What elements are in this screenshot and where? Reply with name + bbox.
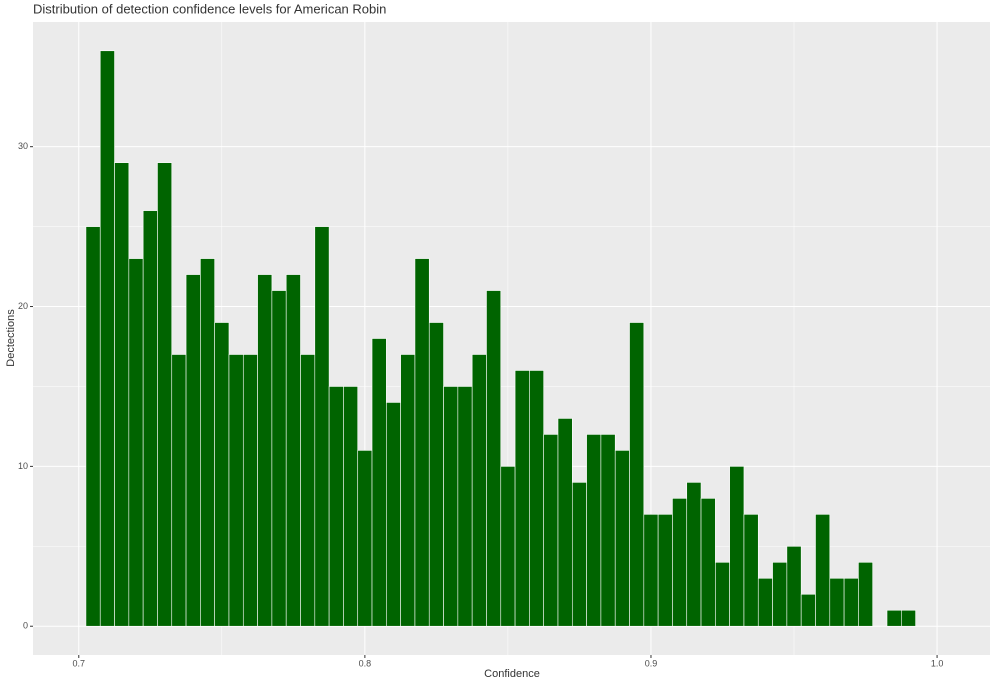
bar bbox=[514, 370, 530, 627]
bar bbox=[657, 514, 673, 627]
bar bbox=[357, 450, 373, 627]
bar bbox=[815, 514, 831, 627]
bar bbox=[228, 354, 244, 627]
bar bbox=[686, 482, 702, 627]
bar bbox=[772, 561, 788, 627]
bar bbox=[300, 354, 316, 627]
y-tick-label: 30 bbox=[18, 141, 28, 151]
bar bbox=[171, 354, 187, 627]
bar bbox=[901, 609, 916, 627]
bar bbox=[471, 354, 487, 627]
bar bbox=[128, 258, 144, 627]
bar bbox=[99, 50, 115, 627]
bar bbox=[586, 434, 602, 627]
bar bbox=[629, 322, 645, 627]
bar bbox=[543, 434, 559, 627]
bar bbox=[529, 370, 544, 627]
bar bbox=[800, 593, 816, 627]
bar bbox=[157, 162, 173, 627]
y-tick-label: 10 bbox=[18, 461, 28, 471]
bar bbox=[829, 577, 845, 627]
chart-title: Distribution of detection confidence lev… bbox=[33, 1, 386, 16]
bar bbox=[85, 226, 101, 627]
bar bbox=[371, 338, 387, 627]
bar bbox=[285, 274, 301, 627]
bar bbox=[314, 226, 330, 627]
bar bbox=[457, 386, 473, 627]
bar bbox=[858, 561, 873, 627]
y-axis-label: Dectections bbox=[5, 309, 17, 367]
bar bbox=[142, 210, 158, 627]
y-tick-label: 0 bbox=[23, 621, 28, 631]
bar bbox=[257, 274, 273, 627]
bar bbox=[571, 482, 587, 627]
bar bbox=[614, 450, 630, 627]
bar bbox=[200, 258, 215, 627]
bar bbox=[715, 561, 730, 627]
bar bbox=[114, 162, 130, 627]
bar bbox=[886, 609, 902, 627]
bar bbox=[414, 258, 430, 627]
bar bbox=[214, 322, 230, 627]
bar bbox=[843, 577, 859, 627]
bar bbox=[557, 418, 573, 627]
bar bbox=[242, 354, 258, 627]
x-tick-label: 0.8 bbox=[359, 658, 372, 668]
bar bbox=[500, 466, 516, 627]
bar bbox=[400, 354, 416, 627]
bar bbox=[643, 514, 659, 627]
x-tick-label: 0.9 bbox=[645, 658, 658, 668]
bar bbox=[700, 498, 716, 627]
bar bbox=[743, 514, 759, 627]
x-tick-label: 1.0 bbox=[931, 658, 944, 668]
x-axis-label: Confidence bbox=[484, 668, 540, 680]
bar bbox=[757, 577, 773, 627]
bar bbox=[786, 546, 802, 627]
y-tick-label: 20 bbox=[18, 301, 28, 311]
bar bbox=[729, 466, 745, 627]
bar bbox=[600, 434, 616, 627]
bar bbox=[271, 290, 287, 627]
bar bbox=[672, 498, 688, 627]
bar bbox=[328, 386, 344, 627]
bar bbox=[343, 386, 359, 627]
bar bbox=[185, 274, 201, 627]
bar bbox=[428, 322, 444, 627]
bar bbox=[486, 290, 502, 627]
bar bbox=[443, 386, 459, 627]
bar bbox=[386, 402, 401, 627]
x-tick-label: 0.7 bbox=[73, 658, 86, 668]
